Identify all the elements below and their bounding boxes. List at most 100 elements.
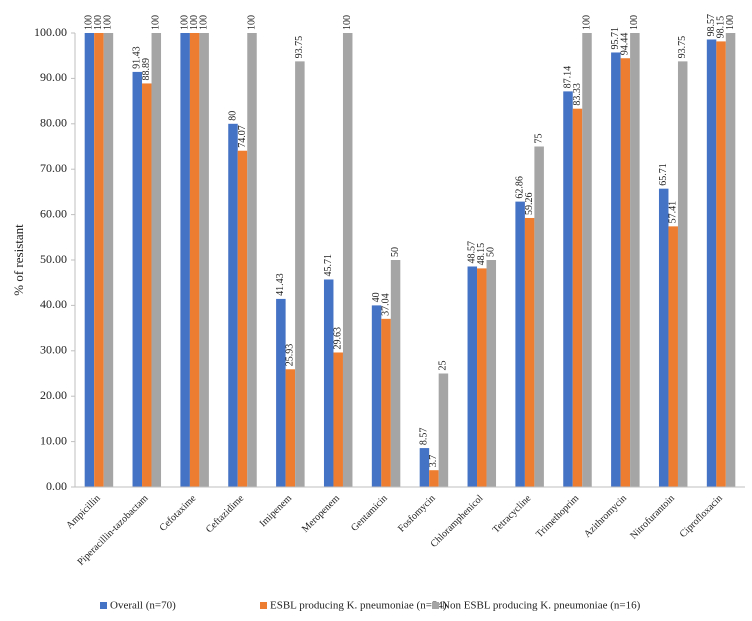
value-label: 80 — [227, 111, 238, 121]
x-tick-label: Imipenem — [258, 493, 295, 530]
value-label: 74.07 — [237, 125, 248, 148]
value-label: 100 — [151, 15, 162, 30]
value-label: 25.93 — [285, 344, 296, 367]
value-label: 25 — [438, 361, 449, 371]
value-label: 59.26 — [524, 192, 535, 215]
value-label: 100 — [198, 15, 209, 30]
bar — [677, 61, 688, 487]
bar — [563, 91, 573, 487]
value-label: 100 — [103, 15, 114, 30]
value-label: 100 — [725, 15, 736, 30]
bar — [716, 41, 726, 488]
value-label: 91.43 — [132, 46, 143, 69]
value-label: 83.33 — [572, 83, 583, 106]
y-tick-label: 30.00 — [40, 343, 67, 357]
x-tick-label: Nitrofurantoin — [628, 493, 677, 542]
y-tick-label: 50.00 — [40, 252, 67, 266]
x-tick-label: Ciprofloxacin — [678, 493, 725, 540]
bar — [295, 61, 305, 487]
bar — [276, 298, 286, 487]
value-label: 93.75 — [677, 36, 688, 59]
value-label: 29.63 — [333, 327, 344, 350]
x-tick-label: Tetracycline — [491, 493, 534, 536]
x-tick-label: Azithromycin — [582, 493, 629, 540]
value-label: 3.7 — [428, 455, 439, 468]
bar — [611, 52, 621, 488]
bar — [381, 318, 391, 487]
value-label: 100 — [581, 15, 592, 30]
bar — [333, 352, 343, 487]
bar — [180, 33, 190, 487]
bar — [486, 260, 497, 487]
bar — [534, 146, 544, 487]
bar — [438, 373, 449, 487]
y-tick-label: 20.00 — [40, 388, 67, 402]
value-label: 98.57 — [706, 14, 717, 37]
y-tick-label: 10.00 — [40, 433, 67, 447]
value-label: 8.57 — [419, 428, 430, 446]
value-label: 87.14 — [562, 66, 573, 89]
legend-swatch — [260, 602, 267, 609]
bar — [620, 58, 631, 487]
x-tick-label: Cefotaxime — [158, 493, 199, 534]
bar — [142, 83, 152, 488]
value-label: 48.15 — [476, 243, 487, 266]
y-tick-label: 0.00 — [46, 479, 67, 493]
value-label: 45.71 — [323, 254, 334, 277]
legend-label: Non ESBL producing K. pneumoniae (n=16) — [442, 600, 641, 612]
bar — [429, 470, 439, 487]
value-label: 100 — [84, 15, 95, 30]
value-label: 48.57 — [467, 241, 478, 264]
value-label: 100 — [629, 15, 640, 30]
value-label: 65.71 — [658, 163, 669, 186]
legend-label: ESBL producing K. pneumoniae (n=54) — [270, 600, 447, 612]
bar — [323, 279, 334, 487]
value-label: 93.75 — [294, 36, 305, 59]
value-label: 41.43 — [275, 273, 286, 296]
legend-swatch — [432, 602, 439, 609]
y-tick-label: 80.00 — [40, 116, 67, 130]
y-tick-label: 60.00 — [40, 206, 67, 220]
y-tick-label: 40.00 — [40, 297, 67, 311]
value-label: 50 — [486, 247, 497, 257]
value-label: 98.15 — [715, 16, 726, 39]
bar — [706, 39, 717, 488]
x-tick-label: Trimethoprim — [534, 493, 581, 540]
bar — [419, 448, 430, 487]
x-tick-label: Gentamicin — [349, 493, 390, 534]
bar — [228, 123, 238, 488]
x-tick-label: Meropenem — [300, 493, 342, 535]
bar — [515, 201, 525, 487]
x-tick-label: Chloramphenicol — [429, 493, 486, 550]
bar — [103, 33, 114, 487]
value-label: 75 — [533, 134, 544, 144]
bar — [572, 108, 583, 488]
bar — [390, 260, 401, 487]
value-label: 100 — [342, 15, 353, 30]
legend-label: Overall (n=70) — [110, 600, 176, 612]
bar — [524, 217, 535, 487]
value-label: 100 — [93, 15, 104, 30]
value-label: 62.86 — [514, 176, 525, 199]
y-tick-label: 100.00 — [34, 25, 67, 39]
y-axis-label: % of resistant — [11, 224, 26, 296]
value-label: 100 — [246, 15, 257, 30]
x-tick-label: Ampicillin — [64, 493, 102, 531]
x-tick-label: Ceftazidime — [204, 493, 247, 536]
value-label: 57.41 — [668, 201, 679, 224]
bar — [725, 33, 736, 487]
x-tick-label: Fosfomycin — [396, 493, 438, 535]
bar — [658, 188, 669, 487]
value-label: 88.89 — [141, 58, 152, 81]
bar — [189, 33, 200, 487]
value-label: 50 — [390, 247, 401, 257]
value-label: 100 — [189, 15, 200, 30]
bar — [247, 33, 257, 487]
value-label: 40 — [371, 292, 382, 302]
bar — [477, 268, 487, 487]
bar — [467, 266, 478, 487]
bar — [582, 33, 592, 487]
bar — [94, 33, 104, 487]
bar — [84, 33, 95, 487]
